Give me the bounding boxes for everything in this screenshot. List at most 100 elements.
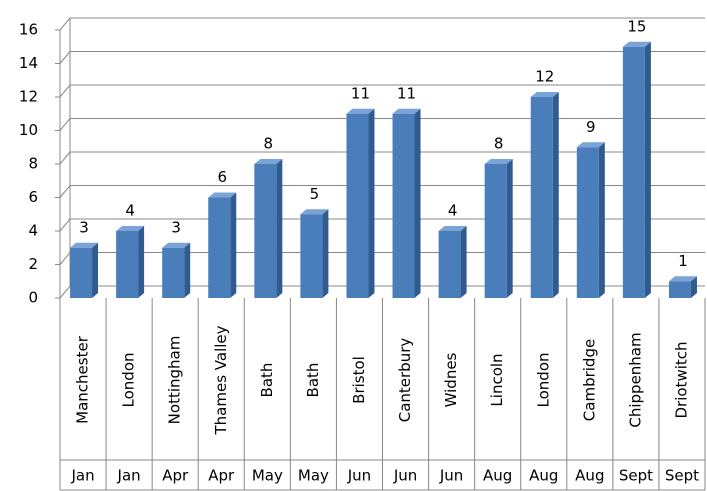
x-tick-label: Thames Valley [212, 325, 230, 435]
data-label: 3 [171, 218, 181, 236]
data-label: 11 [351, 84, 370, 102]
month-label: May [298, 467, 329, 485]
grid-line [59, 185, 705, 198]
bar-side [552, 92, 559, 298]
bar-top [116, 226, 145, 231]
bar-side [644, 41, 651, 298]
month-label: Aug [575, 467, 604, 485]
data-label: 8 [494, 135, 504, 153]
bar [254, 164, 277, 298]
bar-side [92, 242, 99, 298]
bar-side [138, 226, 145, 298]
x-tick-label: Widnes [442, 352, 460, 407]
data-label: 5 [310, 185, 320, 203]
bar-side [322, 209, 329, 298]
bar [392, 113, 415, 298]
data-label: 15 [627, 17, 646, 35]
month-label: May [252, 467, 283, 485]
bar-top [438, 226, 467, 231]
data-label: 6 [217, 168, 227, 186]
y-tick-label: 14 [19, 54, 38, 72]
bar [208, 197, 231, 298]
y-tick-label: 2 [28, 255, 38, 273]
grid-line [59, 51, 705, 64]
bar [162, 247, 185, 298]
month-label: Aug [483, 467, 512, 485]
y-tick-label: 0 [28, 289, 38, 307]
month-label: Sept [665, 467, 699, 485]
x-tick-label: Driotwitch [672, 341, 690, 418]
grid-line [59, 84, 705, 98]
month-label: Sept [619, 467, 653, 485]
data-label: 1 [678, 252, 688, 270]
month-label: Apr [208, 467, 235, 485]
data-label: 12 [535, 68, 554, 86]
bar-top [254, 159, 283, 164]
y-tick-label: 4 [28, 222, 38, 240]
grid-line [59, 17, 705, 31]
data-label: 4 [448, 202, 458, 220]
x-tick-label: Nottingham [166, 336, 184, 425]
bar-side [414, 108, 421, 298]
x-tick-label: Chippenham [626, 332, 644, 427]
month-label: Jun [347, 467, 371, 485]
month-label: Aug [529, 467, 558, 485]
data-label: 3 [79, 218, 89, 236]
bar-top [392, 108, 421, 114]
month-label: Jun [393, 467, 417, 485]
grid-line [59, 118, 705, 131]
data-label: 11 [397, 84, 416, 102]
bar-top [162, 242, 191, 248]
bar [300, 214, 323, 298]
x-tick-label: Manchester [74, 335, 92, 424]
data-label: 9 [586, 118, 596, 136]
bar-top [530, 92, 559, 97]
bar-top [668, 276, 697, 282]
x-tick-label: Canterbury [396, 338, 414, 423]
bar-top [346, 108, 375, 114]
x-tick-label: Bath [258, 363, 276, 398]
month-label: Apr [162, 467, 189, 485]
bar [346, 113, 369, 298]
y-tick-label: 6 [28, 188, 38, 206]
grid-line [59, 218, 705, 232]
bar-side [598, 142, 605, 298]
y-tick-label: 8 [28, 155, 38, 173]
bar-side [184, 242, 191, 298]
bar [530, 97, 553, 298]
data-label: 8 [264, 135, 274, 153]
bar-side [368, 108, 375, 298]
month-label: Jan [70, 467, 94, 485]
month-label: Jan [117, 467, 141, 485]
bar [438, 231, 461, 298]
bar-side [690, 276, 697, 298]
grid-line [59, 252, 705, 265]
x-tick-label: London [120, 353, 138, 408]
data-label: 4 [125, 202, 135, 220]
bar-side [460, 226, 467, 298]
bar [116, 231, 139, 298]
y-tick-label: 10 [19, 121, 38, 139]
bar [484, 164, 507, 298]
month-label: Jun [439, 467, 463, 485]
y-tick-label: 12 [19, 88, 38, 106]
x-tick-label: Bristol [350, 356, 368, 404]
bar-top [300, 209, 329, 215]
bar-top [70, 242, 99, 248]
bar-top [622, 41, 651, 47]
x-tick-label: Lincoln [488, 353, 506, 406]
bar-top [576, 142, 605, 148]
x-tick-label: London [534, 353, 552, 408]
y-tick-label: 16 [19, 21, 38, 39]
bar-side [506, 159, 513, 298]
bar-top [208, 192, 237, 198]
bar-side [230, 192, 237, 298]
bar-top [484, 159, 513, 164]
bar [576, 147, 599, 298]
bar-side [276, 159, 283, 298]
bar [70, 247, 93, 298]
bar [622, 46, 645, 298]
x-tick-label: Bath [304, 363, 322, 398]
